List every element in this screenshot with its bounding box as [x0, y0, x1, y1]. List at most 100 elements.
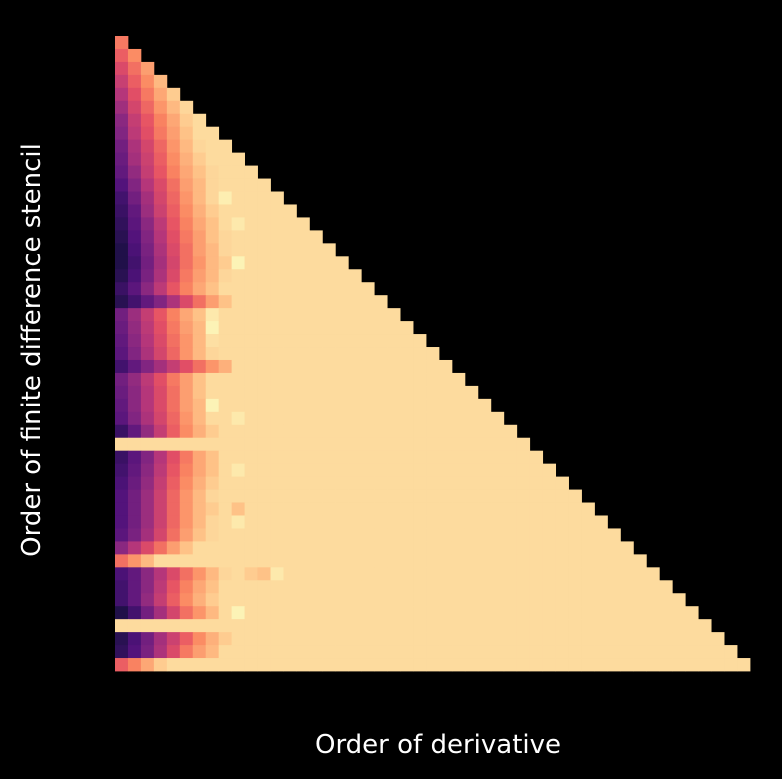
heatmap-cell [503, 619, 518, 633]
heatmap-cell [438, 658, 453, 672]
heatmap-cell [374, 372, 388, 387]
heatmap-cell [231, 230, 245, 244]
heatmap-cell [413, 476, 427, 490]
heatmap-cell [348, 528, 362, 542]
heatmap-cell [127, 424, 142, 439]
heatmap-cell [166, 489, 181, 503]
heatmap-cell [296, 243, 310, 257]
heatmap-cell [438, 372, 453, 387]
heatmap-cell [413, 632, 427, 646]
heatmap-cell [192, 165, 207, 179]
heatmap-cell [115, 567, 129, 581]
heatmap-cell [115, 282, 129, 296]
heatmap-cell [179, 230, 194, 244]
heatmap-cell [400, 359, 414, 374]
heatmap-cell [400, 385, 414, 400]
heatmap-cell [257, 243, 271, 257]
heatmap-cell [309, 256, 323, 270]
heatmap-cell [413, 593, 427, 607]
heatmap-cell [568, 619, 582, 633]
heatmap-cell [711, 632, 725, 646]
heatmap-cell [374, 554, 388, 568]
heatmap-cell [205, 282, 220, 296]
heatmap-cell [348, 424, 362, 439]
heatmap-cell [115, 178, 129, 192]
heatmap-cell [115, 372, 129, 387]
heatmap-cell [205, 554, 220, 568]
heatmap-cell [192, 126, 207, 141]
heatmap-cell [166, 295, 181, 309]
heatmap-cell [438, 619, 453, 633]
heatmap-cell [296, 385, 310, 400]
heatmap-cell [387, 411, 401, 426]
heatmap-cell [322, 385, 336, 400]
heatmap-cell [283, 204, 297, 218]
heatmap-cell [140, 152, 155, 166]
heatmap-cell [153, 515, 168, 529]
heatmap-cell [153, 178, 168, 192]
heatmap-cell [490, 580, 505, 594]
heatmap-cell [374, 398, 388, 413]
heatmap-cell [192, 463, 207, 478]
heatmap-cell [464, 411, 479, 426]
heatmap-cell [335, 528, 349, 542]
heatmap-cell [464, 580, 479, 594]
heatmap-cell [581, 658, 595, 672]
heatmap-cell [413, 359, 427, 374]
heatmap-cell [503, 645, 518, 659]
heatmap-cell [633, 580, 647, 594]
heatmap-cell [322, 282, 336, 296]
heatmap-cell [516, 580, 531, 594]
heatmap-cell [374, 411, 388, 426]
heatmap-cell [464, 541, 479, 555]
heatmap-cell [192, 515, 207, 529]
heatmap-cell [192, 424, 207, 439]
heatmap-cell [205, 256, 220, 270]
heatmap-cell [257, 619, 271, 633]
heatmap-cell [529, 489, 544, 503]
heatmap-cell [166, 191, 181, 205]
heatmap-cell [127, 217, 142, 231]
heatmap-cell [179, 126, 194, 141]
heatmap-cell [257, 269, 271, 283]
heatmap-cell [387, 541, 401, 555]
heatmap-cell [270, 450, 284, 465]
heatmap-cell [542, 593, 557, 607]
heatmap-cell [309, 606, 323, 620]
heatmap-cell [166, 152, 181, 166]
heatmap-cell [153, 502, 168, 516]
heatmap-cell [400, 502, 414, 516]
heatmap-cell [192, 308, 207, 322]
heatmap-cell [309, 334, 323, 348]
heatmap-cell [127, 334, 142, 348]
heatmap-cell [179, 502, 194, 516]
heatmap-cell [451, 619, 466, 633]
heatmap-cell [413, 347, 427, 361]
heatmap-cell [607, 632, 621, 646]
heatmap-cell [335, 450, 349, 465]
heatmap-cell [218, 476, 233, 490]
heatmap-cell [451, 372, 466, 387]
heatmap-cell [387, 606, 401, 620]
heatmap-cell [529, 450, 544, 465]
heatmap-cell [218, 230, 233, 244]
heatmap-cell [166, 580, 181, 594]
heatmap-cell [270, 398, 284, 413]
heatmap-cell [153, 411, 168, 426]
heatmap-cell [555, 632, 569, 646]
heatmap-cell [490, 619, 505, 633]
heatmap-cell [179, 372, 194, 387]
heatmap-cell [685, 658, 699, 672]
heatmap-cell [127, 191, 142, 205]
heatmap-cell [115, 658, 129, 672]
heatmap-cell [270, 606, 284, 620]
heatmap-cell [594, 541, 608, 555]
heatmap-cell [205, 321, 220, 335]
heatmap-cell [542, 528, 557, 542]
heatmap-cell [555, 580, 569, 594]
heatmap-cell [127, 372, 142, 387]
heatmap-cell [231, 528, 245, 542]
heatmap-cell [270, 191, 284, 205]
heatmap-cell [192, 567, 207, 581]
heatmap-cell [140, 295, 155, 309]
